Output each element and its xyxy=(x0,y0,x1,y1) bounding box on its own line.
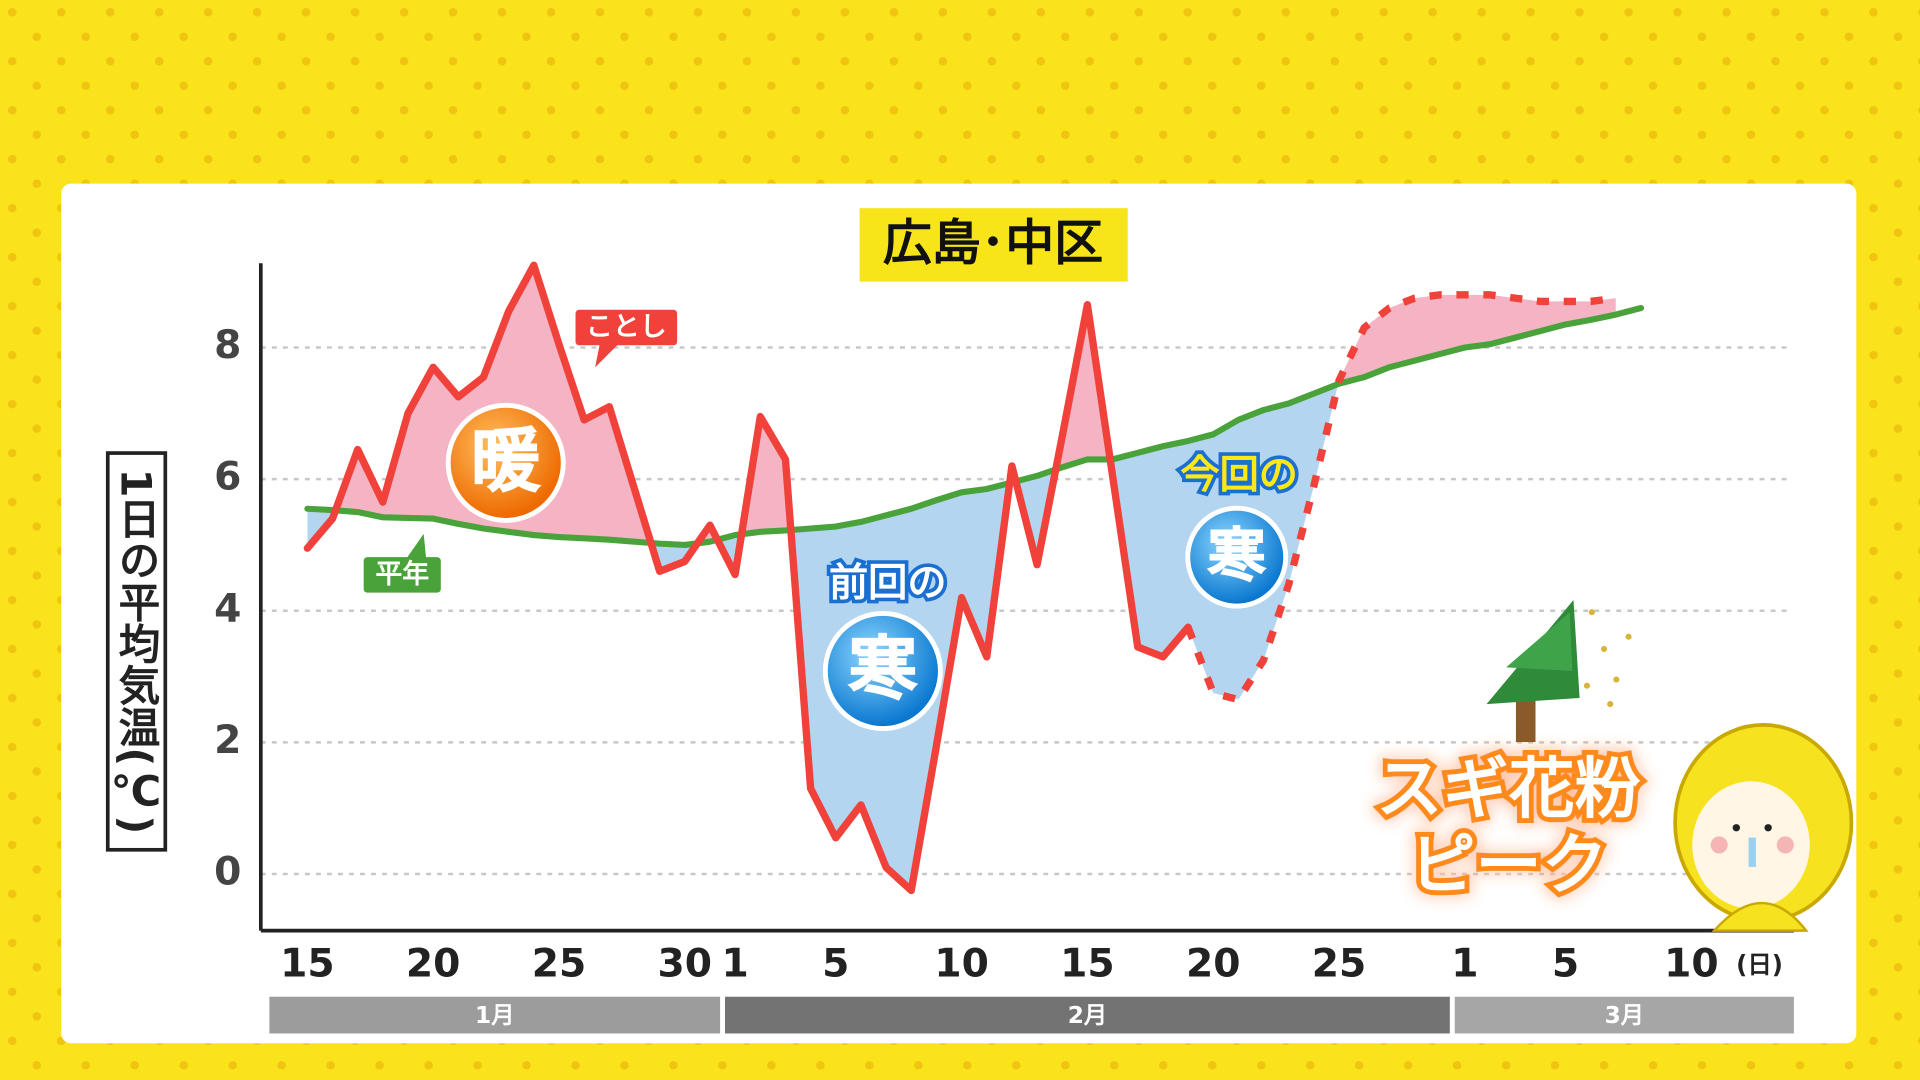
y-tick-label: 8 xyxy=(214,323,241,368)
x-tick-label: 1 xyxy=(721,942,748,987)
cold-area xyxy=(307,314,1616,891)
x-tick-label: 10 xyxy=(934,942,989,987)
month-band xyxy=(724,996,1450,1034)
x-tick-label: 1 xyxy=(1451,942,1478,987)
badge-inner xyxy=(450,407,561,518)
x-unit: (日) xyxy=(1736,950,1783,979)
y-tick-label: 4 xyxy=(214,586,241,631)
x-tick-label: 10 xyxy=(1664,942,1719,987)
legend-box xyxy=(363,557,441,593)
y-tick-label: 2 xyxy=(214,718,241,763)
badge-text: 暖 xyxy=(471,421,541,501)
month-label: 2月 xyxy=(1068,1002,1107,1029)
cedar-tree xyxy=(1486,600,1632,743)
x-tick-label: 25 xyxy=(532,942,587,987)
line-dashed xyxy=(1184,291,1617,704)
legend-label: ことし xyxy=(586,312,667,343)
month-band xyxy=(1454,996,1794,1034)
y-tick-label: 0 xyxy=(214,850,241,895)
badge-text: 寒 xyxy=(848,630,917,710)
x-tick-label: 15 xyxy=(1060,942,1115,987)
y-tick-label: 6 xyxy=(214,455,241,500)
annotation: 今回の xyxy=(1180,453,1298,498)
annotation: 前回の xyxy=(829,561,947,606)
badge-inner xyxy=(827,615,938,727)
x-tick-label: 5 xyxy=(1552,942,1579,987)
x-tick-label: 5 xyxy=(822,942,849,987)
x-tick-label: 15 xyxy=(280,942,335,987)
legend-label: 平年 xyxy=(375,558,429,590)
annotation: スギ花粉 xyxy=(1376,751,1640,828)
x-tick-label: 25 xyxy=(1312,942,1367,987)
chart-title: 広島･中区 xyxy=(883,215,1103,272)
month-band xyxy=(269,996,721,1034)
mascot xyxy=(1673,723,1854,932)
x-tick-label: 20 xyxy=(406,942,461,987)
y-label-box xyxy=(105,451,168,852)
line xyxy=(303,261,1192,895)
legend-pointer xyxy=(406,533,427,559)
x-tick-label: 30 xyxy=(658,942,713,987)
x-tick-label: 20 xyxy=(1186,942,1241,987)
title-box xyxy=(859,208,1128,282)
badge-text: 寒 xyxy=(1208,522,1266,590)
annotation: ピーク xyxy=(1409,826,1607,903)
line xyxy=(304,304,1645,549)
legend-box xyxy=(575,309,678,346)
badge-inner xyxy=(1190,510,1284,604)
y-axis-label: 1日の平均気温(℃) xyxy=(111,469,160,835)
month-label: 1月 xyxy=(475,1002,514,1029)
month-label: 3月 xyxy=(1605,1002,1644,1029)
